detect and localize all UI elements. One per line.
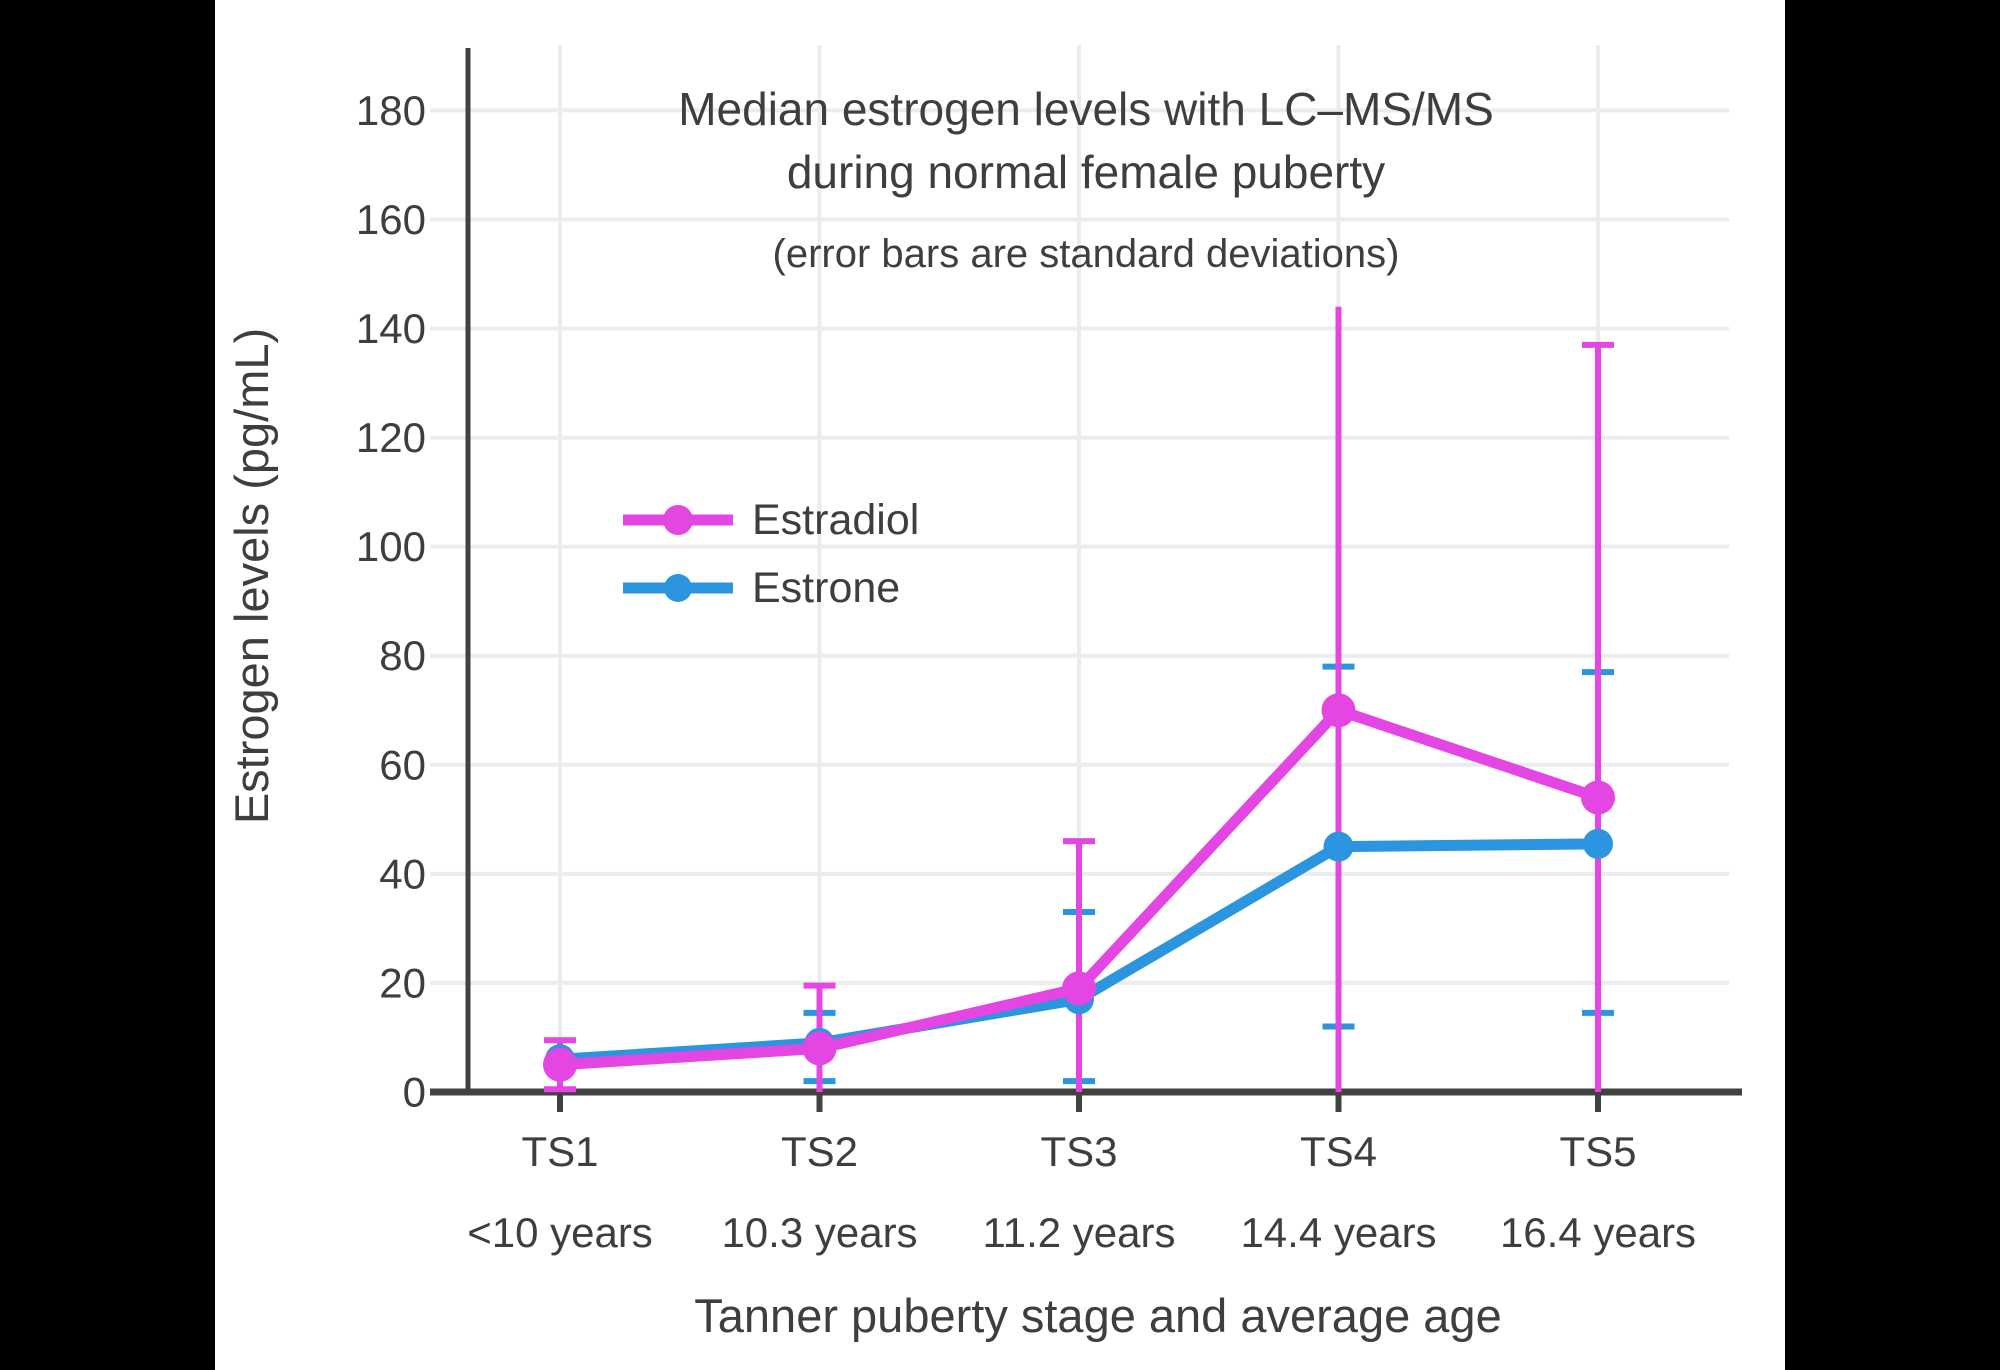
y-tick-label-180: 180 <box>356 87 426 134</box>
chart-title-line2: during normal female puberty <box>787 146 1385 198</box>
y-tick-label-80: 80 <box>379 632 426 679</box>
legend: Estradiol Estrone <box>623 496 919 612</box>
x-tick-label-ts5: TS5 <box>1559 1128 1636 1175</box>
y-tick-label-0: 0 <box>403 1069 426 1116</box>
y-axis-title: Estrogen levels (pg/mL) <box>225 328 278 824</box>
chart-title-line1: Median estrogen levels with LC–MS/MS <box>678 83 1494 135</box>
x-tick-label-ts3: TS3 <box>1040 1128 1117 1175</box>
x-tick-labels: TS1 <10 years TS2 10.3 years TS3 11.2 years TS… <box>467 1093 1696 1256</box>
data-point-estrone-ts4 <box>1323 831 1354 862</box>
letterbox-right <box>1785 0 2000 1370</box>
data-point-estradiol-ts1 <box>543 1047 577 1082</box>
legend-item-estrone[interactable]: Estrone <box>623 564 900 612</box>
x-age-label-ts1: <10 years <box>467 1209 653 1256</box>
x-age-label-ts5: 16.4 years <box>1500 1209 1696 1256</box>
y-tick-label-120: 120 <box>356 414 426 461</box>
data-point-estradiol-ts3 <box>1062 971 1096 1006</box>
y-tick-label-40: 40 <box>379 850 426 897</box>
data-point-estradiol-ts5 <box>1581 780 1615 815</box>
legend-item-estradiol[interactable]: Estradiol <box>623 496 919 544</box>
x-age-label-ts3: 11.2 years <box>983 1209 1176 1256</box>
x-age-label-ts4: 14.4 years <box>1240 1209 1436 1256</box>
legend-label-estradiol: Estradiol <box>752 496 919 544</box>
plot-background <box>215 0 1785 1370</box>
chart-subtitle: (error bars are standard deviations) <box>773 232 1400 276</box>
data-point-estrone-ts5 <box>1583 828 1613 859</box>
y-tick-label-60: 60 <box>379 741 426 788</box>
x-tick-label-ts4: TS4 <box>1300 1128 1377 1175</box>
y-tick-label-100: 100 <box>356 523 426 570</box>
x-age-label-ts2: 10.3 years <box>721 1209 917 1256</box>
x-tick-label-ts1: TS1 <box>521 1128 598 1175</box>
x-tick-label-ts2: TS2 <box>781 1128 858 1175</box>
x-axis-title: Tanner puberty stage and average age <box>694 1289 1501 1342</box>
y-tick-label-20: 20 <box>379 959 426 1006</box>
y-tick-label-160: 160 <box>356 196 426 243</box>
series-points <box>543 693 1615 1082</box>
letterbox-left <box>0 0 215 1370</box>
y-tick-labels: 0 20 40 60 80 100 120 140 160 180 <box>356 87 426 1116</box>
y-tick-label-140: 140 <box>356 305 426 352</box>
axes <box>430 48 1742 1096</box>
data-point-estradiol-ts2 <box>802 1031 837 1066</box>
legend-marker-estrone <box>664 574 692 602</box>
legend-marker-estradiol <box>663 505 693 535</box>
legend-label-estrone: Estrone <box>752 564 900 612</box>
data-point-estradiol-ts4 <box>1321 693 1356 728</box>
